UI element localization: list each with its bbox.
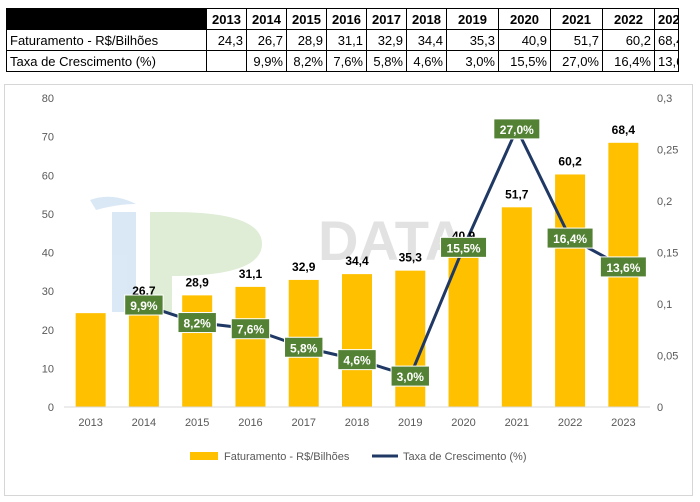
y-left-tick-label: 10 bbox=[42, 363, 54, 375]
growth-label-box bbox=[493, 118, 541, 140]
bar-2013 bbox=[75, 313, 106, 407]
bar-value-label: 35,3 bbox=[399, 251, 423, 265]
y-left-tick-label: 60 bbox=[42, 170, 54, 182]
bar-2021 bbox=[501, 207, 532, 407]
watermark-shape bbox=[150, 212, 262, 312]
table-cell: 16,4% bbox=[602, 50, 655, 72]
x-tick-label: 2014 bbox=[132, 417, 156, 429]
growth-rate-line bbox=[143, 127, 625, 378]
table-cell: 51,7 bbox=[550, 29, 603, 51]
growth-label: 5,8% bbox=[290, 341, 318, 355]
growth-label-box bbox=[546, 227, 594, 249]
bar-2014 bbox=[128, 303, 159, 407]
table-cell: 8,2% bbox=[286, 50, 327, 72]
table-row-label: Faturamento - R$/Bilhões bbox=[6, 29, 207, 51]
growth-label-box bbox=[440, 236, 488, 258]
growth-label-box bbox=[177, 312, 217, 334]
growth-label-box bbox=[337, 349, 377, 371]
y-left-tick-label: 50 bbox=[42, 209, 54, 221]
bar-2016 bbox=[235, 286, 266, 407]
growth-label: 27,0% bbox=[500, 123, 534, 137]
x-tick-label: 2020 bbox=[451, 417, 475, 429]
table-cell: 28,9 bbox=[286, 29, 327, 51]
data-table: 2013 2014 2015 2016 2017 2018 2019 2020 … bbox=[6, 8, 679, 72]
x-tick-label: 2013 bbox=[78, 417, 102, 429]
table-row-label: Taxa de Crescimento (%) bbox=[6, 50, 207, 72]
growth-label: 4,6% bbox=[343, 354, 371, 368]
growth-label: 8,2% bbox=[184, 317, 212, 331]
table-cell: 15,5% bbox=[498, 50, 551, 72]
table-header-year: 2017 bbox=[366, 8, 407, 30]
x-tick-label: 2017 bbox=[291, 417, 315, 429]
y-right-tick-label: 0,3 bbox=[657, 93, 672, 105]
table-row-faturamento: Faturamento - R$/Bilhões 24,3 26,7 28,9 … bbox=[6, 29, 679, 51]
y-right-tick-label: 0 bbox=[657, 402, 663, 414]
y-left-tick-label: 80 bbox=[42, 93, 54, 105]
table-row-taxa: Taxa de Crescimento (%) 9,9% 8,2% 7,6% 5… bbox=[6, 50, 679, 72]
x-tick-label: 2015 bbox=[185, 417, 209, 429]
growth-label-box bbox=[390, 365, 430, 387]
y-right-tick-label: 0,2 bbox=[657, 196, 672, 208]
growth-label-box bbox=[599, 256, 647, 278]
bar-value-label: 28,9 bbox=[186, 275, 210, 289]
growth-label: 16,4% bbox=[553, 232, 587, 246]
x-tick-label: 2023 bbox=[611, 417, 635, 429]
legend-bar-label: Faturamento - R$/Bilhões bbox=[224, 451, 350, 463]
y-right-tick-label: 0,15 bbox=[657, 248, 678, 260]
growth-label: 15,5% bbox=[447, 241, 481, 255]
growth-label-box bbox=[230, 318, 271, 340]
y-right-tick-label: 0,05 bbox=[657, 351, 678, 363]
growth-label: 7,6% bbox=[237, 323, 265, 337]
y-left-tick-label: 30 bbox=[42, 286, 54, 298]
growth-label: 3,0% bbox=[397, 370, 425, 384]
y-right-tick-label: 0,1 bbox=[657, 299, 672, 311]
growth-label-box bbox=[124, 294, 164, 316]
growth-label: 13,6% bbox=[606, 261, 640, 275]
bar-value-label: 68,4 bbox=[612, 123, 636, 137]
table-header-row: 2013 2014 2015 2016 2017 2018 2019 2020 … bbox=[6, 8, 679, 30]
table-cell: 31,1 bbox=[326, 29, 367, 51]
x-tick-label: 2019 bbox=[398, 417, 422, 429]
table-cell: 9,9% bbox=[246, 50, 287, 72]
watermark-shape bbox=[90, 196, 136, 210]
legend-bar-swatch bbox=[190, 452, 218, 460]
y-left-tick-label: 40 bbox=[42, 248, 54, 260]
table-header-year: 2021 bbox=[550, 8, 603, 30]
y-left-tick-label: 0 bbox=[48, 402, 54, 414]
bar-value-label: 32,9 bbox=[292, 260, 316, 274]
bar-2018 bbox=[342, 274, 372, 407]
growth-label-box bbox=[284, 336, 324, 358]
x-tick-label: 2018 bbox=[345, 417, 369, 429]
y-left-tick-label: 20 bbox=[42, 325, 54, 337]
table-cell: 26,7 bbox=[246, 29, 287, 51]
x-tick-label: 2016 bbox=[238, 417, 262, 429]
bar-value-label: 34,4 bbox=[345, 254, 369, 268]
bar-value-label: 31,1 bbox=[239, 267, 263, 281]
table-cell: 5,8% bbox=[366, 50, 407, 72]
table-cell: 7,6% bbox=[326, 50, 367, 72]
table-header-year: 2016 bbox=[326, 8, 367, 30]
table-cell: 35,3 bbox=[446, 29, 499, 51]
table-cell: 13,6% bbox=[654, 50, 679, 72]
growth-label: 9,9% bbox=[130, 299, 158, 313]
bar-value-label: 51,7 bbox=[505, 187, 529, 201]
bar-value-label: 26,7 bbox=[132, 284, 156, 298]
bar-value-label: 60,2 bbox=[558, 154, 582, 168]
y-right-tick-label: 0,25 bbox=[657, 145, 678, 157]
y-left-tick-label: 70 bbox=[42, 132, 54, 144]
chart-frame bbox=[4, 84, 693, 496]
bar-2022 bbox=[555, 174, 586, 407]
x-tick-label: 2021 bbox=[505, 417, 529, 429]
table-header-blank bbox=[6, 8, 207, 30]
table-cell: 40,9 bbox=[498, 29, 551, 51]
table-cell: 4,6% bbox=[406, 50, 447, 72]
table-cell: 27,0% bbox=[550, 50, 603, 72]
legend-line-label: Taxa de Crescimento (%) bbox=[403, 451, 527, 463]
x-tick-label: 2022 bbox=[558, 417, 582, 429]
table-cell: 32,9 bbox=[366, 29, 407, 51]
